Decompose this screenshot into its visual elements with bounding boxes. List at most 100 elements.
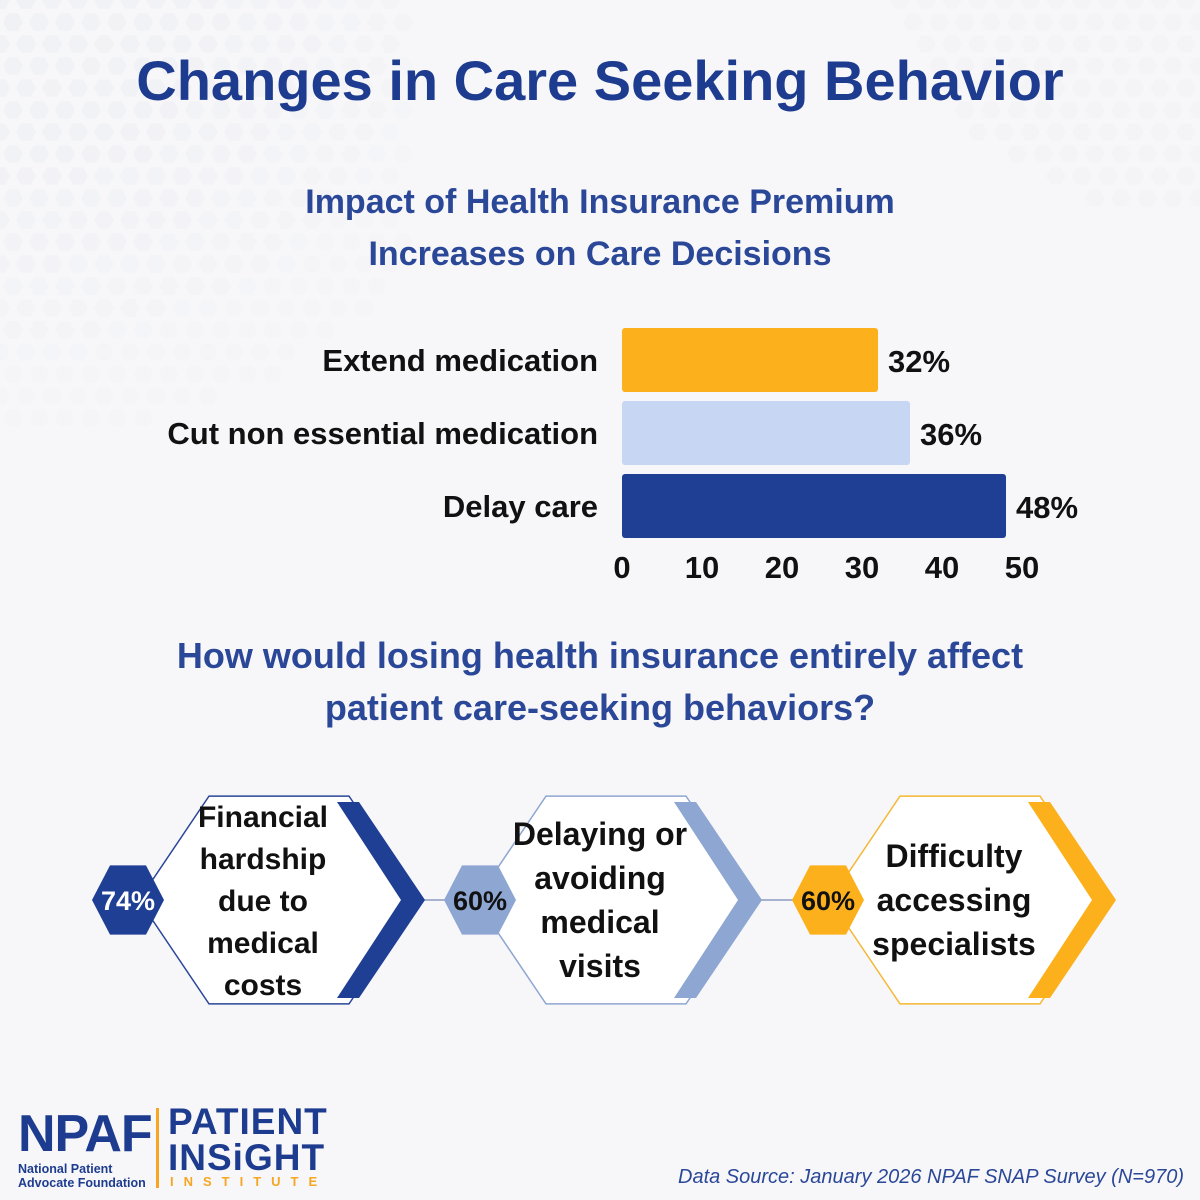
background-hex-cell [1137, 189, 1157, 207]
background-hex-cell [3, 277, 23, 295]
background-hex-cell [1176, 167, 1196, 185]
background-hex-cell [1085, 57, 1105, 75]
background-hex-cell [120, 211, 140, 229]
background-hex-cell [159, 101, 179, 119]
background-hex-cell [16, 211, 36, 229]
background-hex-cell [250, 79, 270, 97]
background-hex-cell [393, 101, 413, 119]
background-hex-cell [224, 167, 244, 185]
background-hex-cell [380, 123, 400, 141]
impact-chevron [337, 802, 425, 998]
background-hex-cell [1189, 101, 1200, 119]
background-hex-cell [1072, 79, 1092, 97]
background-hex-cell [289, 57, 309, 75]
background-hex-cell [916, 0, 936, 9]
background-hex-cell [29, 233, 49, 251]
background-hex-cell [1046, 79, 1066, 97]
background-hex-cell [1007, 13, 1027, 31]
background-hex-cell [172, 79, 192, 97]
bar [622, 328, 878, 392]
background-hex-cell [68, 299, 88, 317]
background-hex-cell [3, 101, 23, 119]
background-hex-cell [237, 189, 257, 207]
background-hex-cell [237, 13, 257, 31]
impact-text-line: specialists [872, 926, 1036, 962]
background-hex-cell [68, 35, 88, 53]
background-hex-cell [341, 57, 361, 75]
background-hex-cell [16, 123, 36, 141]
background-hex-cell [42, 343, 62, 361]
background-hex-cell [237, 277, 257, 295]
background-hex-cell [354, 123, 374, 141]
background-hex-cell [380, 167, 400, 185]
background-hex-cell [0, 123, 10, 141]
background-hex-cell [16, 343, 36, 361]
background-hex-cell [55, 145, 75, 163]
percent-badge [92, 865, 164, 935]
background-hex-cell [3, 145, 23, 163]
background-hex-cell [1163, 13, 1183, 31]
background-hex-cell [1046, 123, 1066, 141]
background-hex-cell [29, 189, 49, 207]
background-hex-cell [159, 277, 179, 295]
background-hex-cell [42, 167, 62, 185]
background-hex-cell [1046, 35, 1066, 53]
background-hex-cell [16, 35, 36, 53]
background-hex-cell [994, 35, 1014, 53]
background-hex-cell [120, 343, 140, 361]
background-hex-cell [1111, 101, 1131, 119]
background-hex-cell [172, 255, 192, 273]
percent-value: 74% [101, 886, 155, 916]
impact-chevron [674, 802, 762, 998]
background-hex-cell [276, 35, 296, 53]
background-hex-cell [1189, 145, 1200, 163]
background-hex-cell [94, 35, 114, 53]
background-hex-cell [133, 321, 153, 339]
background-hex-cell [198, 123, 218, 141]
background-hex-cell [276, 123, 296, 141]
background-hex-cell [3, 13, 23, 31]
background-hex-cell [276, 0, 296, 9]
background-hex-cell [146, 299, 166, 317]
background-hex-cell [1176, 35, 1196, 53]
background-hex-cell [68, 211, 88, 229]
background-hex-cell [1020, 123, 1040, 141]
background-hex-cell [81, 57, 101, 75]
background-hex-cell [211, 189, 231, 207]
background-hex-cell [1124, 79, 1144, 97]
background-hex-cell [29, 13, 49, 31]
background-hex-cell [0, 35, 10, 53]
background-hex-cell [968, 79, 988, 97]
background-hex-cell [198, 35, 218, 53]
background-hex-cell [302, 167, 322, 185]
background-hex-cell [146, 123, 166, 141]
background-hex-cell [1150, 79, 1170, 97]
background-hex-cell [94, 79, 114, 97]
impact-text-line: medical [540, 904, 659, 940]
background-hex-cell [354, 79, 374, 97]
background-hex-cell [393, 145, 413, 163]
background-hex-cell [16, 79, 36, 97]
background-hex-cell [302, 35, 322, 53]
impact-text-line: avoiding [534, 860, 666, 896]
background-hex-cell [29, 57, 49, 75]
background-hex-cell [42, 299, 62, 317]
data-label: 36% [920, 417, 982, 452]
impact-text-line: medical [207, 927, 319, 960]
background-hex-cell [1176, 0, 1196, 9]
background-hex-cell [159, 189, 179, 207]
background-hex-cell [1085, 189, 1105, 207]
background-hex-cell [224, 0, 244, 9]
background-hex-cell [1072, 167, 1092, 185]
background-hex-cell [393, 57, 413, 75]
background-hex-cell [211, 57, 231, 75]
background-hex-cell [172, 0, 192, 9]
background-hex-cell [1150, 0, 1170, 9]
background-hex-cell [1046, 0, 1066, 9]
background-hex-cell [55, 321, 75, 339]
background-hex-cell [211, 321, 231, 339]
bar-chart: Extend medication 32% Cut non essential me… [167, 328, 1078, 585]
npaf-logo: NPAF National Patient Advocate Foundatio… [14, 1103, 327, 1190]
background-hex-cell [955, 13, 975, 31]
